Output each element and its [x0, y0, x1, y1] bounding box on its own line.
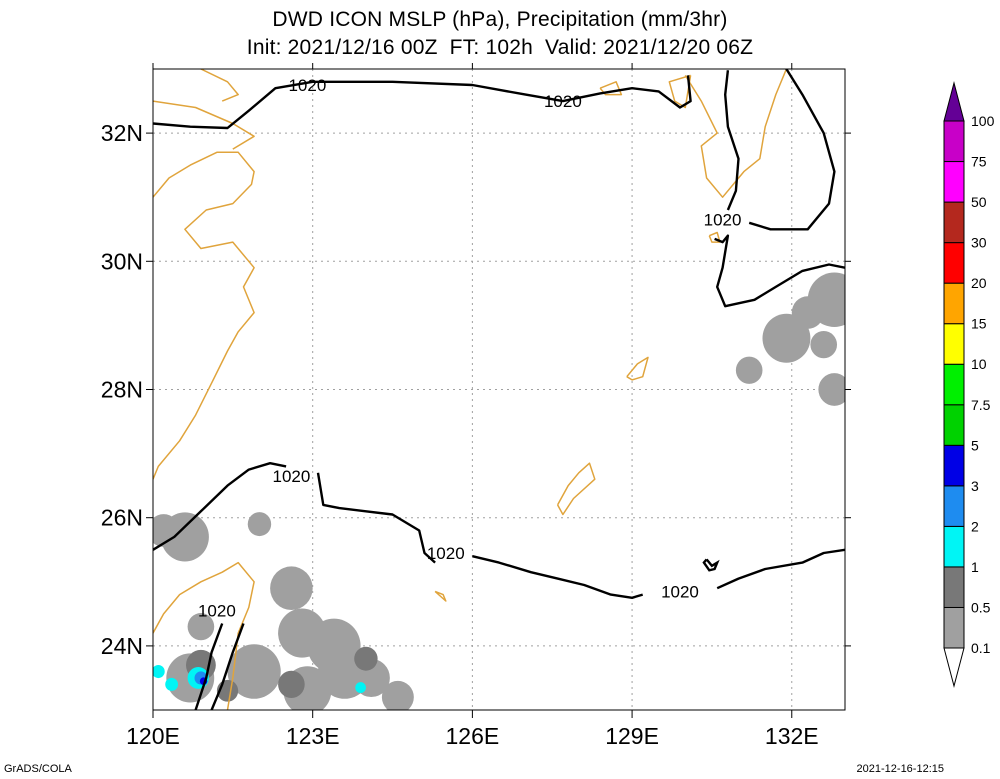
isobar-1020	[194, 623, 224, 710]
colorbar-label: 5	[971, 437, 979, 453]
isobar-1020	[472, 555, 644, 599]
y-tick-label: 30N	[101, 248, 143, 274]
colorbar-top-arrow	[943, 81, 965, 122]
coastline	[626, 356, 649, 381]
colorbar-box	[943, 404, 965, 446]
isobar-closed	[702, 558, 720, 572]
y-tick-label: 32N	[101, 120, 143, 146]
colorbar-label: 15	[971, 316, 987, 332]
contour-label: 1020	[427, 544, 465, 563]
precip-cell	[355, 682, 366, 694]
colorbar-label: 50	[971, 194, 987, 210]
y-tick-label: 24N	[101, 633, 143, 659]
x-tick-label: 123E	[286, 723, 340, 749]
chart-title: DWD ICON MSLP (hPa), Precipitation (mm/3…	[272, 8, 728, 31]
isobar-1020	[316, 472, 436, 564]
colorbar-label: 0.5	[971, 599, 991, 615]
footer-timestamp: 2021-12-16-12:15	[856, 763, 944, 775]
coastline	[684, 69, 788, 198]
contour-label: 1020	[288, 76, 326, 95]
precip-cell	[153, 665, 165, 679]
colorbar-box	[943, 444, 965, 487]
colorbar-box	[943, 525, 965, 568]
colorbar-box	[943, 282, 965, 325]
colorbar-label: 100	[971, 113, 995, 129]
isobar-1020	[748, 69, 836, 231]
precip-cell	[187, 613, 215, 641]
x-tick-label: 132E	[765, 723, 819, 749]
colorbar-label: 30	[971, 235, 987, 251]
colorbar-box	[943, 201, 965, 244]
colorbar-label: 2	[971, 518, 979, 534]
map-layer: 1020 1020 1020 1020 1020 1020 1020	[153, 69, 845, 710]
precip-cell	[278, 670, 305, 698]
colorbar-box	[943, 242, 965, 284]
colorbar-label: 3	[971, 478, 979, 494]
precip-cell	[762, 313, 811, 363]
colorbar-box	[943, 566, 965, 608]
isobar-1020	[724, 70, 740, 211]
y-tick-label: 26N	[101, 505, 143, 531]
contour-label: 1020	[272, 467, 310, 486]
chart-subtitle: Init: 2021/12/16 00Z FT: 102h Valid: 202…	[246, 36, 754, 59]
isobar-1020	[716, 548, 845, 590]
colorbar-label: 20	[971, 275, 987, 291]
precip-cell	[165, 677, 179, 691]
precip-cell	[354, 646, 378, 671]
footer-left: GrADS/COLA	[4, 763, 72, 775]
coastline	[668, 74, 692, 109]
coastline	[153, 561, 255, 710]
contour-label: 1020	[661, 582, 699, 601]
coastline	[153, 151, 255, 480]
isobar-1020	[714, 234, 845, 308]
isobar-1020	[210, 623, 245, 710]
precip-cell	[247, 512, 272, 537]
colorbar-box	[943, 363, 965, 406]
colorbar-label: 1	[971, 559, 979, 575]
precip-cell	[227, 644, 281, 699]
colorbar-box	[943, 120, 965, 163]
x-tick-label: 120E	[126, 723, 180, 749]
contour-label: 1020	[544, 92, 582, 111]
colorbar-box	[943, 323, 965, 365]
coastline	[200, 69, 239, 102]
x-tick-label: 129E	[605, 723, 659, 749]
isobar-1020	[153, 75, 692, 130]
colorbar-box	[943, 485, 965, 527]
colorbar-label: 75	[971, 154, 987, 170]
colorbar-label: 7.5	[971, 397, 991, 413]
colorbar-label: 10	[971, 356, 987, 372]
colorbar-label: 0.1	[971, 640, 991, 656]
contour-label: 1020	[198, 602, 236, 621]
colorbar-box	[943, 161, 965, 203]
precip-cell	[270, 566, 313, 611]
isobar-1020	[153, 462, 287, 551]
precip-cell	[381, 680, 414, 710]
colorbar-bottom-arrow	[943, 647, 965, 688]
coastline	[556, 462, 596, 516]
contour-label: 1020	[704, 211, 742, 230]
colorbar-box	[943, 606, 965, 649]
x-tick-label: 126E	[446, 723, 500, 749]
precip-cell	[735, 356, 763, 384]
y-tick-label: 28N	[101, 377, 143, 403]
coastline	[434, 590, 447, 602]
precip-cell	[810, 331, 838, 359]
